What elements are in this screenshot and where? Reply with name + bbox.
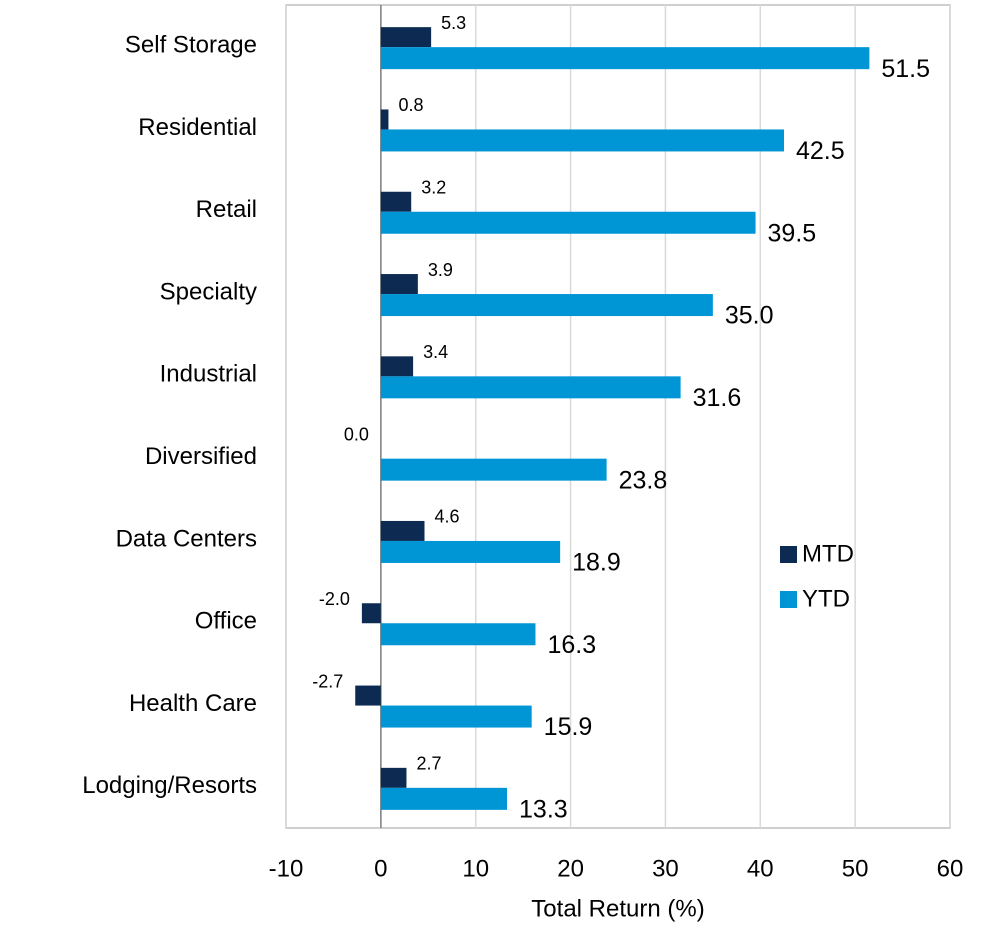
bar [380,376,681,399]
y-tick-label: Self Storage [125,31,257,58]
data-label: 5.3 [441,13,466,33]
bar [380,520,425,541]
data-label: 42.5 [796,137,845,165]
bar [380,27,432,48]
data-label: -2.7 [312,671,343,691]
x-axis-title: Total Return (%) [531,895,704,922]
data-label: 3.4 [423,342,448,362]
data-label: 4.6 [434,507,459,527]
x-tick-label: 40 [747,855,774,882]
data-label: 3.9 [428,260,453,280]
bar [380,129,784,152]
x-tick-label: -10 [269,855,304,882]
data-label: 16.3 [547,631,596,659]
x-tick-label: 60 [937,855,964,882]
data-label: 0.0 [344,424,369,444]
bar [380,458,607,481]
bar [380,787,508,810]
bar [380,274,418,295]
bar [380,294,713,317]
y-tick-label: Office [195,608,257,635]
bar [380,767,407,788]
y-tick-label: Lodging/Resorts [82,772,257,799]
x-tick-label: 0 [374,855,387,882]
bar [380,356,414,377]
legend-swatch [780,546,797,563]
data-label: 3.2 [421,178,446,198]
x-tick-label: 30 [652,855,679,882]
bar [380,540,561,563]
y-tick-label: Residential [138,114,257,141]
x-tick-label: 20 [557,855,584,882]
data-label: 23.8 [619,466,668,494]
y-tick-label: Industrial [160,361,257,388]
y-tick-label: Specialty [160,278,257,305]
data-label: 0.8 [398,95,423,115]
data-label: 13.3 [519,795,568,823]
bar [380,211,756,234]
data-label: 39.5 [768,219,817,247]
y-tick-label: Data Centers [116,525,257,552]
data-label: 35.0 [725,302,774,330]
bar [380,191,412,212]
data-label: 2.7 [416,754,441,774]
data-label: -2.0 [319,589,350,609]
legend-label: YTD [802,585,850,612]
bar [380,109,389,130]
y-tick-label: Diversified [145,443,257,470]
data-label: 15.9 [544,713,593,741]
x-tick-label: 10 [462,855,489,882]
bar [361,603,381,624]
bar [380,705,532,728]
legend-swatch [780,591,797,608]
y-tick-label: Health Care [129,690,257,717]
data-label: 51.5 [881,55,930,83]
bar [380,47,870,70]
bar [355,685,381,706]
data-label: 31.6 [693,384,742,412]
legend-label: MTD [802,540,854,567]
bar [380,623,536,646]
data-label: 18.9 [572,549,621,577]
x-tick-label: 50 [842,855,869,882]
y-tick-label: Retail [196,196,257,223]
